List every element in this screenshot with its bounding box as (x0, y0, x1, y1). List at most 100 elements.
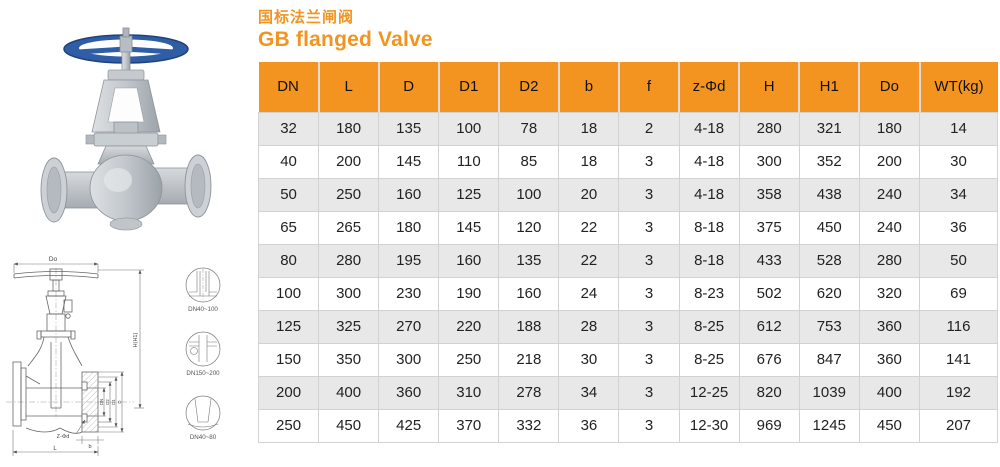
drawing-main-view (6, 268, 134, 434)
table-cell: 188 (498, 309, 560, 344)
column-header: z-Φd (678, 62, 740, 112)
column-header: D (377, 62, 439, 112)
table-cell: 32 (257, 111, 320, 146)
table-cell: 360 (858, 342, 921, 377)
table-cell: 30 (919, 144, 998, 179)
drawing-dimension-labels: Do H(H1) DN D2 D1 D Z-Φd b L (49, 256, 139, 452)
table-row: 80 280 195 160 135 22 3 8-18 433 528 280 50 (257, 243, 998, 278)
table-cell: 100 (438, 111, 500, 146)
table-cell: 12-30 (678, 408, 740, 443)
table-cell: 400 (318, 375, 380, 410)
photo-yoke (91, 51, 161, 135)
table-cell: 370 (438, 408, 500, 443)
valve-technical-drawing: Do H(H1) DN D2 D1 D Z-Φd b L DN40~100 DN… (0, 250, 256, 462)
table-cell: 280 (738, 111, 800, 146)
table-cell: 3 (618, 342, 680, 377)
table-cell: 69 (919, 276, 998, 311)
detail-label-3: DN40~80 (190, 434, 217, 441)
table-cell: 180 (378, 210, 440, 245)
column-header: H1 (798, 62, 860, 112)
table-cell: 325 (318, 309, 380, 344)
table-cell: 3 (618, 177, 680, 212)
table-cell: 18 (558, 111, 620, 146)
column-header: b (557, 62, 619, 112)
table-cell: 450 (318, 408, 380, 443)
table-cell: 8-18 (678, 210, 740, 245)
table-cell: 40 (257, 144, 320, 179)
table-cell: 160 (438, 243, 500, 278)
table-cell: 180 (318, 111, 380, 146)
table-row: 125 325 270 220 188 28 3 8-25 612 753 360 116 (257, 309, 998, 344)
table-cell: 1245 (798, 408, 860, 443)
table-cell: 358 (738, 177, 800, 212)
table-cell: 195 (378, 243, 440, 278)
table-cell: 8-23 (678, 276, 740, 311)
dim-label-d1: D1 (111, 399, 116, 405)
table-cell: 141 (919, 342, 998, 377)
table-row: 200 400 360 310 278 34 3 12-25 820 1039 400 192 (257, 375, 998, 410)
table-cell: 753 (798, 309, 860, 344)
table-cell: 280 (858, 243, 921, 278)
table-cell: 250 (318, 177, 380, 212)
table-cell: 676 (738, 342, 800, 377)
dim-label-d: D (117, 400, 122, 403)
table-cell: 375 (738, 210, 800, 245)
table-cell: 125 (257, 309, 320, 344)
table-cell: 2 (618, 111, 680, 146)
column-header: L (317, 62, 379, 112)
table-cell: 18 (558, 144, 620, 179)
drawing-dimensions (12, 262, 144, 456)
table-cell: 3 (618, 375, 680, 410)
table-cell: 12-25 (678, 375, 740, 410)
table-cell: 3 (618, 210, 680, 245)
table-cell: 85 (498, 144, 560, 179)
table-cell: 22 (558, 210, 620, 245)
table-cell: 321 (798, 111, 860, 146)
table-cell: 4-18 (678, 144, 740, 179)
table-cell: 78 (498, 111, 560, 146)
title-block: 国标法兰闸阀 GB flanged Valve (258, 6, 433, 52)
table-cell: 145 (378, 144, 440, 179)
table-cell: 135 (498, 243, 560, 278)
table-cell: 22 (558, 243, 620, 278)
table-cell: 300 (318, 276, 380, 311)
table-cell: 100 (257, 276, 320, 311)
table-cell: 8-25 (678, 342, 740, 377)
table-cell: 360 (858, 309, 921, 344)
column-header: f (617, 62, 680, 112)
dim-label-do: Do (49, 256, 58, 263)
table-cell: 280 (318, 243, 380, 278)
table-cell: 620 (798, 276, 860, 311)
table-cell: 36 (919, 210, 998, 245)
column-header: WT(kg) (918, 62, 998, 112)
drawing-svg: Do H(H1) DN D2 D1 D Z-Φd b L DN40~100 DN… (6, 256, 221, 456)
table-cell: 3 (618, 408, 680, 443)
table-cell: 192 (919, 375, 998, 410)
table-cell: 125 (438, 177, 500, 212)
table-cell: 8-25 (678, 309, 740, 344)
table-cell: 320 (858, 276, 921, 311)
spec-table-body: 32 180 135 100 78 18 2 4-18 280 321 180 14 40 200 145 1… (257, 111, 998, 443)
table-cell: 207 (919, 408, 998, 443)
table-cell: 65 (257, 210, 320, 245)
table-cell: 332 (498, 408, 560, 443)
dim-label-b: b (88, 444, 91, 450)
photo-handwheel (63, 27, 189, 64)
table-cell: 36 (558, 408, 620, 443)
table-row: 150 350 300 250 218 30 3 8-25 676 847 360 141 (257, 342, 998, 377)
table-cell: 34 (558, 375, 620, 410)
table-cell: 8-18 (678, 243, 740, 278)
table-cell: 3 (618, 276, 680, 311)
table-cell: 160 (378, 177, 440, 212)
table-cell: 50 (257, 177, 320, 212)
table-cell: 450 (858, 408, 921, 443)
column-header: H (738, 62, 800, 112)
table-cell: 400 (858, 375, 921, 410)
table-cell: 230 (378, 276, 440, 311)
column-header: D1 (437, 62, 499, 112)
table-cell: 352 (798, 144, 860, 179)
table-cell: 116 (919, 309, 998, 344)
table-cell: 3 (618, 243, 680, 278)
dim-label-zd: Z-Φd (57, 434, 70, 440)
